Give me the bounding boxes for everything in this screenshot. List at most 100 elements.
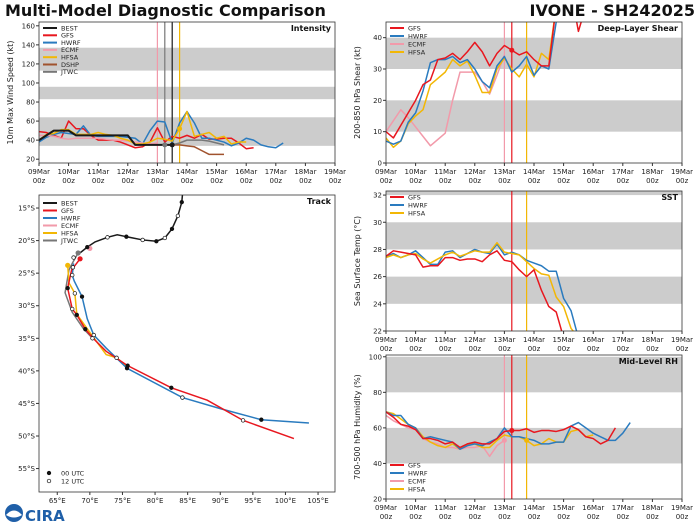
shear-legend-label-gfs: GFS [408, 24, 421, 32]
intensity-legend-label-jtwc: JTWC [60, 68, 78, 76]
cira-logo: CIRA [5, 504, 65, 525]
sst-xtick-hour: 00z [557, 345, 570, 353]
track-panel-title: Track [307, 197, 332, 206]
rh-ytick-label: 40 [373, 460, 382, 468]
track-marker-00utc [169, 226, 175, 232]
intensity-xtick-date: 09Mar [28, 168, 50, 176]
track-panel: 15°S 20°S 25°S 30°S 35°S 40°S 45°S 50°S 55°S 65°E… [18, 194, 336, 505]
track-marker-12utc [140, 237, 145, 243]
sst-shaded-band [386, 276, 682, 304]
rh-xtick-hour: 00z [557, 513, 570, 521]
track-lon-label: 75°E [114, 497, 131, 505]
rh-legend-label-hfsa: HFSA [408, 485, 426, 493]
intensity-legend-label-best: BEST [61, 24, 78, 32]
sst-xtick-hour: 00z [646, 345, 659, 353]
intensity-ytick-label: 40 [26, 137, 35, 145]
track-marker-12utc [162, 235, 167, 241]
track-marker-12utc [70, 306, 75, 312]
intensity-shaded-band [39, 47, 335, 71]
rh-panel: 2040608010009Mar00z10Mar00z11Mar00z12Mar… [353, 353, 693, 521]
shear-xtick-date: 19Mar [671, 168, 693, 176]
track-marker-00utc [65, 285, 70, 291]
sst-xtick-date: 10Mar [405, 336, 427, 344]
shear-series-gfs [386, 22, 582, 139]
shear-legend-label-hwrf: HWRF [408, 32, 428, 40]
rh-plot-area [386, 355, 682, 499]
shear-ytick-label: 10 [373, 128, 382, 136]
sst-ytick-label: 24 [373, 300, 382, 308]
rh-xtick-date: 09Mar [375, 504, 397, 512]
intensity-xtick-hour: 00z [210, 177, 223, 185]
shear-y-axis-label: 200-850 hPa Shear (kt) [353, 46, 362, 139]
shear-xtick-hour: 00z [469, 177, 482, 185]
sst-xtick-hour: 00z [498, 345, 511, 353]
shear-xtick-date: 10Mar [405, 168, 427, 176]
track-marker-12utc [72, 291, 78, 296]
intensity-ytick-label: 80 [26, 99, 35, 107]
sst-ytick-label: 32 [373, 192, 382, 200]
shear-shaded-band [386, 37, 682, 69]
track-marker-12utc [71, 255, 76, 260]
rh-shaded-band [386, 356, 682, 393]
shear-xtick-hour: 00z [528, 177, 541, 185]
shear-xtick-hour: 00z [587, 177, 600, 185]
track-lon-label: 65°E [49, 497, 66, 505]
shear-xtick-date: 12Mar [464, 168, 486, 176]
figure-title: Multi-Model Diagnostic Comparison [5, 1, 326, 20]
track-marker-12utc [175, 213, 181, 218]
sst-panel-title: SST [661, 193, 678, 202]
intensity-xtick-hour: 00z [240, 177, 253, 185]
shear-xtick-hour: 00z [380, 177, 393, 185]
rh-series-gfs [386, 411, 617, 449]
sst-xtick-date: 09Mar [375, 336, 397, 344]
shear-xtick-date: 09Mar [375, 168, 397, 176]
rh-ytick-label: 20 [373, 496, 382, 504]
track-line-best [77, 195, 184, 255]
shear-series-ecmf [386, 54, 506, 147]
rh-xtick-hour: 00z [646, 513, 659, 521]
shear-xtick-date: 16Mar [582, 168, 604, 176]
intensity-xtick-hour: 00z [270, 177, 283, 185]
rh-xtick-hour: 00z [617, 513, 630, 521]
shear-xtick-hour: 00z [557, 177, 570, 185]
noaa-wave-icon [6, 510, 22, 518]
track-lat-label: 25°S [18, 270, 35, 278]
sst-legend-label-hwrf: HWRF [408, 201, 428, 209]
shear-plot-area [386, 22, 682, 163]
track-legend-label-ecmf: ECMF [61, 222, 79, 230]
intensity-xtick-hour: 00z [33, 177, 46, 185]
intensity-legend-label-hfsa: HFSA [61, 54, 79, 62]
shear-ytick-label: 0 [378, 160, 382, 168]
sst-ytick-label: 26 [373, 273, 382, 281]
legend-marker-00utc-icon [46, 470, 52, 476]
intensity-xtick-date: 11Mar [87, 168, 109, 176]
sst-xtick-hour: 00z [617, 345, 630, 353]
intensity-series-best [39, 129, 173, 146]
rh-current-point-gfs [509, 428, 515, 434]
rh-ytick-label: 100 [369, 353, 382, 361]
rh-xtick-date: 12Mar [464, 504, 486, 512]
shear-shaded-band [386, 100, 682, 132]
shear-ytick-label: 20 [373, 97, 382, 105]
rh-xtick-hour: 00z [676, 513, 689, 521]
sst-xtick-date: 16Mar [582, 336, 604, 344]
sst-xtick-hour: 00z [380, 345, 393, 353]
intensity-ytick-label: 20 [26, 156, 35, 164]
intensity-xtick-hour: 00z [122, 177, 135, 185]
intensity-ytick-label: 100 [22, 79, 35, 87]
shear-xtick-date: 17Mar [612, 168, 634, 176]
intensity-xtick-date: 16Mar [235, 168, 257, 176]
track-legend-label-gfs: GFS [61, 207, 74, 215]
sst-frame [385, 190, 683, 332]
sst-xtick-hour: 00z [409, 345, 422, 353]
track-marker-12utc [105, 235, 110, 240]
shear-series-hwrf [386, 22, 557, 145]
sst-xtick-date: 15Mar [553, 336, 575, 344]
shear-xtick-hour: 00z [439, 177, 452, 185]
track-lat-label: 30°S [18, 302, 35, 310]
track-marker-12utc [180, 395, 185, 400]
rh-xtick-date: 14Mar [523, 504, 545, 512]
sst-panel: 22242628303209Mar00z10Mar00z11Mar00z12Ma… [353, 190, 693, 353]
rh-xtick-date: 19Mar [671, 504, 693, 512]
